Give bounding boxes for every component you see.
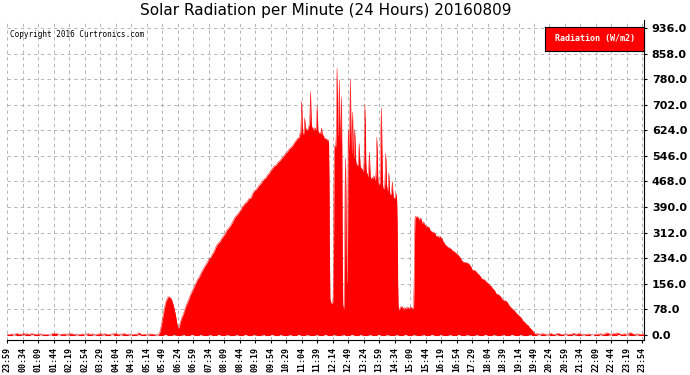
Text: Copyright 2016 Curtronics.com: Copyright 2016 Curtronics.com [10,30,145,39]
Title: Solar Radiation per Minute (24 Hours) 20160809: Solar Radiation per Minute (24 Hours) 20… [140,3,511,18]
